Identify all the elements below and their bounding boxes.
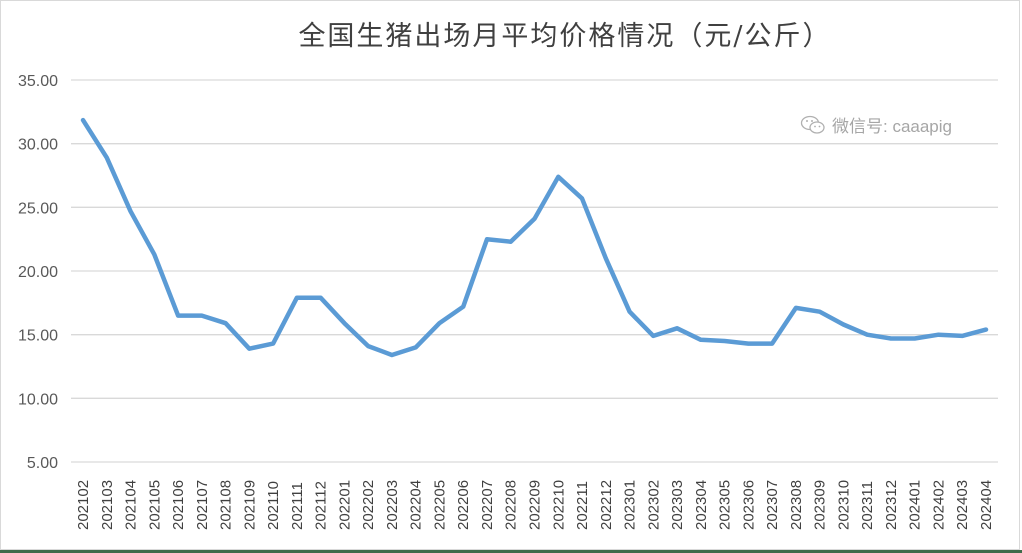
x-tick-label: 202104 xyxy=(123,480,140,530)
watermark: 微信号: caaapig xyxy=(800,112,952,137)
wechat-icon xyxy=(800,115,825,134)
y-tick-label: 5.00 xyxy=(27,455,58,472)
y-tick-label: 15.00 xyxy=(18,328,58,345)
x-tick-label: 202109 xyxy=(241,480,258,530)
watermark-text: 微信号: caaapig xyxy=(832,117,952,136)
x-tick-label: 202302 xyxy=(645,480,662,530)
x-tick-label: 202107 xyxy=(194,480,211,530)
x-tick-label: 202312 xyxy=(883,480,900,530)
x-tick-label: 202403 xyxy=(954,480,971,530)
y-tick-label: 10.00 xyxy=(18,391,58,408)
x-tick-label: 202202 xyxy=(360,480,377,530)
x-tick-label: 202211 xyxy=(574,481,591,530)
x-tick-label: 202105 xyxy=(146,480,163,530)
x-tick-label: 202301 xyxy=(622,480,639,530)
x-tick-label: 202207 xyxy=(479,480,496,530)
x-tick-label: 202304 xyxy=(693,480,710,530)
price-line xyxy=(80,117,989,358)
x-tick-label: 202111 xyxy=(289,482,306,530)
y-axis-labels: 5.00 10.00 15.00 20.00 25.00 30.00 35.00 xyxy=(18,73,58,472)
y-tick-label: 35.00 xyxy=(18,73,58,90)
x-tick-label: 202309 xyxy=(812,480,829,530)
x-tick-label: 202204 xyxy=(408,480,425,530)
x-tick-label: 202306 xyxy=(740,480,757,530)
x-tick-label: 202112 xyxy=(313,481,330,530)
x-tick-label: 202311 xyxy=(859,481,876,530)
chart-title: 全国生猪出场月平均价格情况（元/公斤） xyxy=(298,21,832,52)
x-tick-label: 202310 xyxy=(835,480,852,530)
x-tick-label: 202305 xyxy=(717,480,734,530)
x-tick-label: 202201 xyxy=(336,480,353,530)
x-tick-label: 202102 xyxy=(75,480,92,530)
x-tick-label: 202402 xyxy=(930,480,947,530)
gridlines xyxy=(71,79,998,463)
x-tick-label: 202103 xyxy=(99,480,116,530)
x-tick-label: 202208 xyxy=(503,480,520,530)
y-tick-label: 25.00 xyxy=(18,200,58,217)
x-tick-label: 202203 xyxy=(384,480,401,530)
x-tick-label: 202308 xyxy=(788,480,805,530)
x-tick-label: 202206 xyxy=(455,480,472,530)
x-tick-label: 202212 xyxy=(598,480,615,530)
x-tick-label: 202106 xyxy=(170,480,187,530)
x-tick-label: 202108 xyxy=(218,480,235,530)
x-tick-label: 202210 xyxy=(550,480,567,530)
x-tick-label: 202110 xyxy=(265,481,282,530)
x-tick-label: 202205 xyxy=(431,480,448,530)
x-axis-labels: 202102 202103 202104 202105 202106 202107 2021… xyxy=(75,480,995,530)
y-tick-label: 20.00 xyxy=(18,264,58,281)
bottom-edge xyxy=(0,550,1022,553)
y-tick-label: 30.00 xyxy=(18,137,58,154)
x-tick-label: 202401 xyxy=(907,480,924,530)
x-tick-label: 202404 xyxy=(978,480,995,530)
x-tick-label: 202303 xyxy=(669,480,686,530)
x-tick-label: 202307 xyxy=(764,480,781,530)
x-tick-label: 202209 xyxy=(527,480,544,530)
